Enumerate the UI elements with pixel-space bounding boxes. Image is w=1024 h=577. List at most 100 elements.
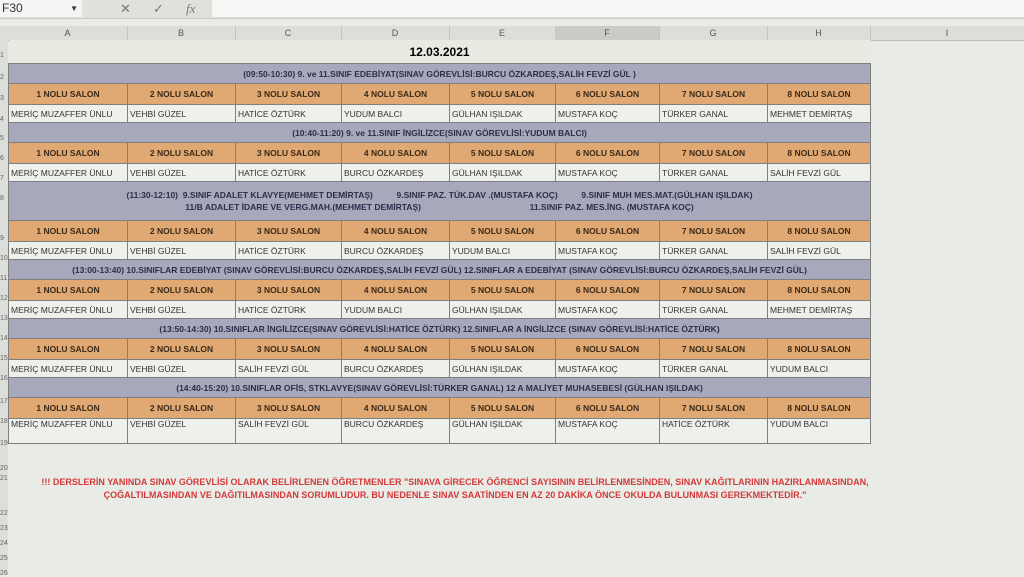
proctor-cell[interactable]: MERİÇ MUZAFFER ÜNLU bbox=[8, 163, 128, 182]
row-number[interactable]: 18 bbox=[0, 418, 8, 425]
salon-header[interactable]: 4 NOLU SALON bbox=[341, 279, 450, 301]
proctor-cell[interactable]: MERİÇ MUZAFFER ÜNLU bbox=[8, 300, 128, 319]
proctor-cell[interactable]: TÜRKER GANAL bbox=[659, 359, 768, 378]
section-title[interactable]: (13:00-13:40) 10.SINIFLAR EDEBİYAT (SINA… bbox=[7, 259, 872, 280]
column-header-f[interactable]: F bbox=[555, 26, 660, 40]
proctor-cell[interactable]: BURCU ÖZKARDEŞ bbox=[341, 359, 450, 378]
confirm-icon[interactable]: ✓ bbox=[153, 1, 164, 16]
proctor-cell[interactable]: VEHBİ GÜZEL bbox=[127, 163, 236, 182]
proctor-cell[interactable]: BURCU ÖZKARDEŞ bbox=[341, 241, 450, 260]
proctor-cell[interactable]: MERİÇ MUZAFFER ÜNLU bbox=[8, 104, 128, 123]
proctor-cell[interactable]: MUSTAFA KOÇ bbox=[555, 300, 660, 319]
salon-header[interactable]: 3 NOLU SALON bbox=[235, 397, 342, 419]
proctor-cell[interactable]: YUDUM BALCI bbox=[341, 300, 450, 319]
row-number[interactable]: 23 bbox=[0, 525, 8, 532]
salon-header[interactable]: 8 NOLU SALON bbox=[766, 279, 872, 301]
column-header-d[interactable]: D bbox=[341, 26, 450, 40]
salon-header[interactable]: 1 NOLU SALON bbox=[8, 83, 128, 105]
fx-icon[interactable]: fx bbox=[186, 1, 196, 16]
salon-header[interactable]: 5 NOLU SALON bbox=[449, 220, 556, 242]
salon-header[interactable]: 3 NOLU SALON bbox=[235, 220, 342, 242]
salon-header[interactable]: 7 NOLU SALON bbox=[659, 142, 768, 164]
section-title[interactable]: (14:40-15:20) 10.SINIFLAR OFİS, STKLAVYE… bbox=[7, 377, 872, 398]
column-header-a[interactable]: A bbox=[8, 26, 128, 40]
proctor-cell[interactable]: SALİH FEVZİ GÜL bbox=[766, 163, 872, 182]
proctor-cell[interactable]: YUDUM BALCI bbox=[766, 418, 872, 444]
proctor-cell[interactable]: MUSTAFA KOÇ bbox=[555, 359, 660, 378]
name-box[interactable]: F30 ▼ bbox=[0, 0, 82, 17]
row-number[interactable]: 21 bbox=[0, 475, 8, 482]
proctor-cell[interactable]: SALİH FEVZİ GÜL bbox=[235, 359, 342, 378]
section-title[interactable]: (09:50-10:30) 9. ve 11.SINIF EDEBİYAT(SI… bbox=[7, 63, 872, 84]
salon-header[interactable]: 6 NOLU SALON bbox=[555, 220, 660, 242]
salon-header[interactable]: 2 NOLU SALON bbox=[127, 338, 236, 360]
proctor-cell[interactable]: YUDUM BALCI bbox=[766, 359, 872, 378]
salon-header[interactable]: 8 NOLU SALON bbox=[766, 338, 872, 360]
salon-header[interactable]: 5 NOLU SALON bbox=[449, 397, 556, 419]
salon-header[interactable]: 2 NOLU SALON bbox=[127, 397, 236, 419]
salon-header[interactable]: 5 NOLU SALON bbox=[449, 83, 556, 105]
proctor-cell[interactable]: MUSTAFA KOÇ bbox=[555, 104, 660, 123]
proctor-cell[interactable]: TÜRKER GANAL bbox=[659, 241, 768, 260]
salon-header[interactable]: 3 NOLU SALON bbox=[235, 83, 342, 105]
row-number[interactable]: 9 bbox=[0, 235, 4, 242]
salon-header[interactable]: 5 NOLU SALON bbox=[449, 279, 556, 301]
proctor-cell[interactable]: GÜLHAN IŞILDAK bbox=[449, 300, 556, 319]
proctor-cell[interactable]: GÜLHAN IŞILDAK bbox=[449, 418, 556, 444]
row-number[interactable]: 7 bbox=[0, 175, 4, 182]
salon-header[interactable]: 3 NOLU SALON bbox=[235, 279, 342, 301]
row-number[interactable]: 15 bbox=[0, 355, 8, 362]
salon-header[interactable]: 3 NOLU SALON bbox=[235, 142, 342, 164]
salon-header[interactable]: 4 NOLU SALON bbox=[341, 220, 450, 242]
proctor-cell[interactable]: TÜRKER GANAL bbox=[659, 300, 768, 319]
proctor-cell[interactable]: HATİCE ÖZTÜRK bbox=[235, 104, 342, 123]
chevron-down-icon[interactable]: ▼ bbox=[70, 4, 78, 13]
row-number[interactable]: 20 bbox=[0, 465, 8, 472]
proctor-cell[interactable]: VEHBİ GÜZEL bbox=[127, 300, 236, 319]
proctor-cell[interactable]: HATİCE ÖZTÜRK bbox=[235, 300, 342, 319]
row-number[interactable]: 2 bbox=[0, 74, 4, 81]
proctor-cell[interactable]: GÜLHAN IŞILDAK bbox=[449, 163, 556, 182]
proctor-cell[interactable]: YUDUM BALCI bbox=[449, 241, 556, 260]
row-number[interactable]: 10 bbox=[0, 255, 8, 262]
column-header-i[interactable]: I bbox=[870, 26, 1024, 40]
proctor-cell[interactable]: GÜLHAN IŞILDAK bbox=[449, 104, 556, 123]
formula-input[interactable] bbox=[212, 0, 1024, 17]
column-header-c[interactable]: C bbox=[235, 26, 342, 40]
salon-header[interactable]: 7 NOLU SALON bbox=[659, 220, 768, 242]
section-title[interactable]: (11:30-12:10) 9.SINIF ADALET KLAVYE(MEHM… bbox=[7, 181, 872, 221]
proctor-cell[interactable]: MUSTAFA KOÇ bbox=[555, 418, 660, 444]
row-number[interactable]: 16 bbox=[0, 375, 8, 382]
salon-header[interactable]: 1 NOLU SALON bbox=[8, 397, 128, 419]
proctor-cell[interactable]: HATİCE ÖZTÜRK bbox=[235, 241, 342, 260]
salon-header[interactable]: 6 NOLU SALON bbox=[555, 279, 660, 301]
salon-header[interactable]: 4 NOLU SALON bbox=[341, 397, 450, 419]
proctor-cell[interactable]: SALİH FEVZİ GÜL bbox=[235, 418, 342, 444]
salon-header[interactable]: 8 NOLU SALON bbox=[766, 83, 872, 105]
proctor-cell[interactable]: TÜRKER GANAL bbox=[659, 104, 768, 123]
date-cell[interactable]: 12.03.2021 bbox=[8, 40, 871, 64]
salon-header[interactable]: 1 NOLU SALON bbox=[8, 142, 128, 164]
salon-header[interactable]: 6 NOLU SALON bbox=[555, 397, 660, 419]
proctor-cell[interactable]: BURCU ÖZKARDEŞ bbox=[341, 418, 450, 444]
salon-header[interactable]: 2 NOLU SALON bbox=[127, 220, 236, 242]
proctor-cell[interactable]: YUDUM BALCI bbox=[341, 104, 450, 123]
proctor-cell[interactable]: MUSTAFA KOÇ bbox=[555, 241, 660, 260]
row-number[interactable]: 17 bbox=[0, 398, 8, 405]
salon-header[interactable]: 4 NOLU SALON bbox=[341, 142, 450, 164]
row-number[interactable]: 4 bbox=[0, 116, 4, 123]
proctor-cell[interactable]: GÜLHAN IŞILDAK bbox=[449, 359, 556, 378]
row-number[interactable]: 11 bbox=[0, 275, 8, 282]
proctor-cell[interactable]: MEHMET DEMİRTAŞ bbox=[766, 104, 872, 123]
proctor-cell[interactable]: SALİH FEVZİ GÜL bbox=[766, 241, 872, 260]
proctor-cell[interactable]: MEHMET DEMİRTAŞ bbox=[766, 300, 872, 319]
row-number[interactable]: 12 bbox=[0, 295, 8, 302]
row-number[interactable]: 8 bbox=[0, 195, 4, 202]
salon-header[interactable]: 7 NOLU SALON bbox=[659, 397, 768, 419]
salon-header[interactable]: 6 NOLU SALON bbox=[555, 142, 660, 164]
proctor-cell[interactable]: TÜRKER GANAL bbox=[659, 163, 768, 182]
proctor-cell[interactable]: MERİÇ MUZAFFER ÜNLU bbox=[8, 418, 128, 444]
salon-header[interactable]: 7 NOLU SALON bbox=[659, 279, 768, 301]
salon-header[interactable]: 8 NOLU SALON bbox=[766, 220, 872, 242]
salon-header[interactable]: 1 NOLU SALON bbox=[8, 338, 128, 360]
